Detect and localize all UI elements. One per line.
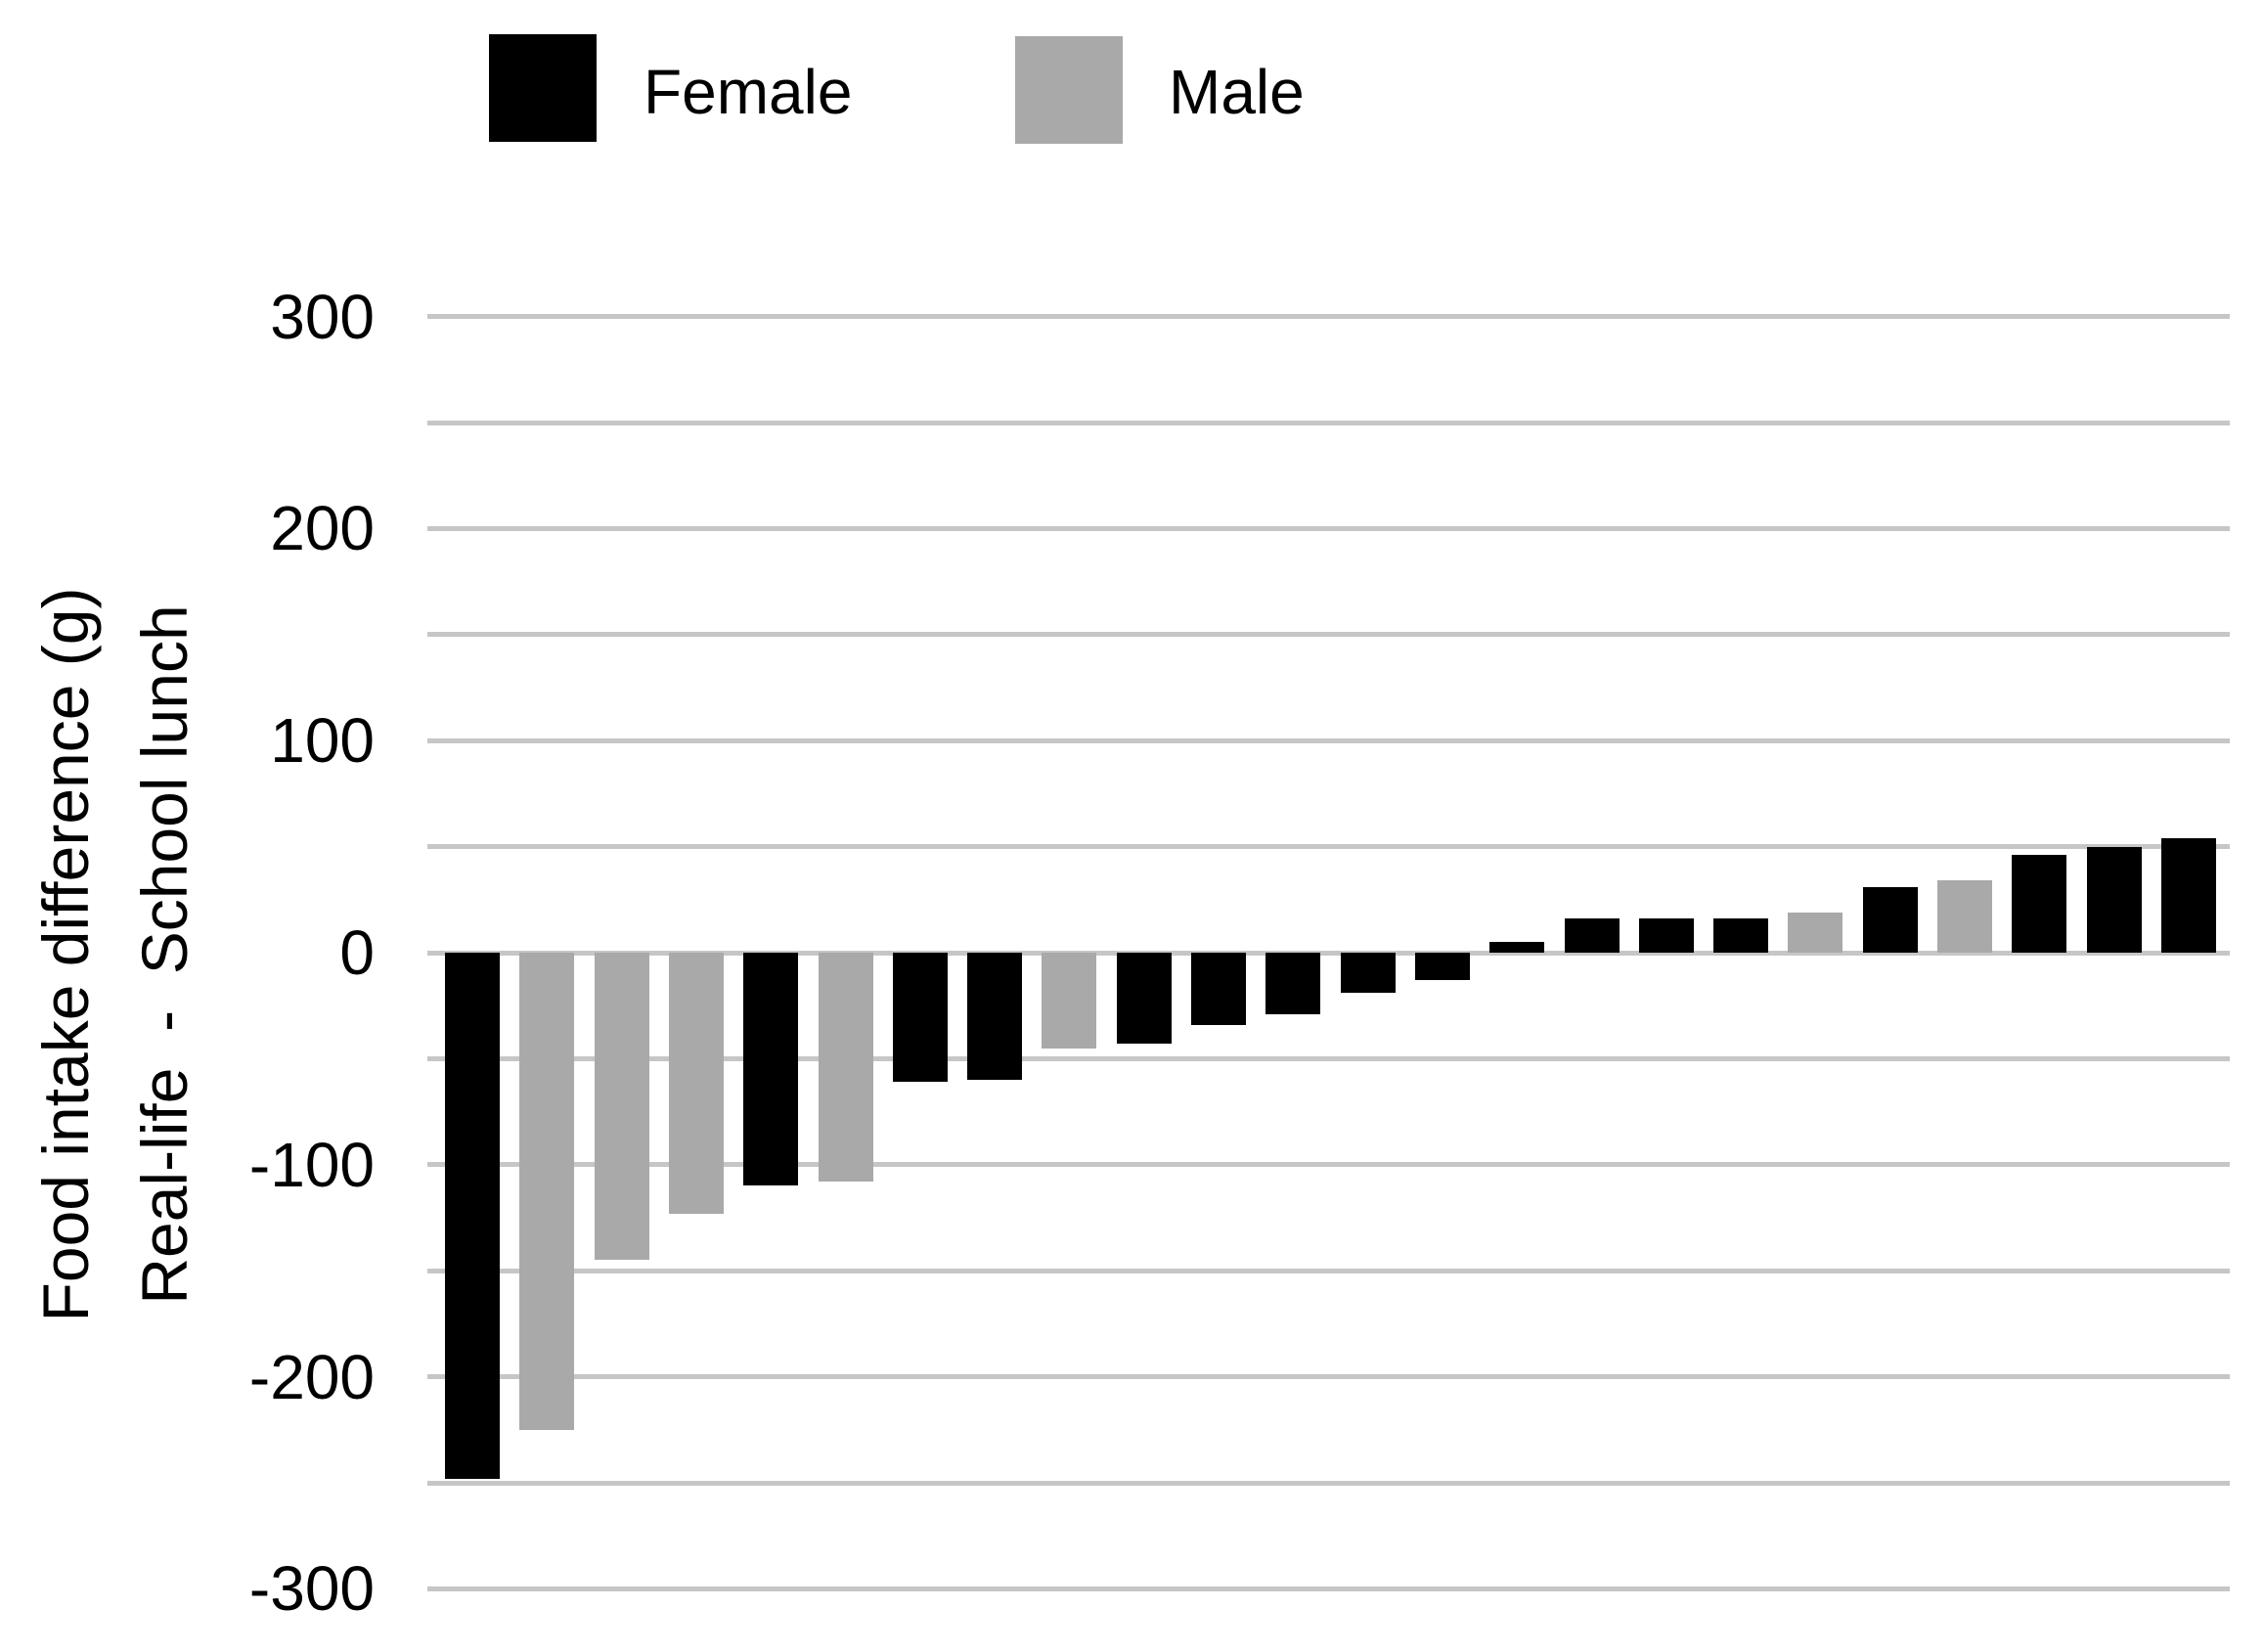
gridline--200 [427,1374,2230,1379]
bar-19-male [1788,913,1842,953]
bar-12-female [1265,953,1320,1014]
legend-swatch-female [489,34,597,142]
gridline--100 [427,1162,2230,1167]
legend-label-female: Female [644,57,853,127]
gridline-100 [427,738,2230,743]
gridline--50 [427,1056,2230,1061]
y-tick-label-100: 100 [270,705,375,776]
y-tick-label-200: 200 [270,493,375,563]
bar-7-female [893,953,948,1082]
bar-23-female [2087,847,2142,953]
bar-5-female [743,953,798,1185]
bar-14-female [1415,953,1470,980]
bar-9-male [1042,953,1096,1049]
bar-20-female [1863,887,1918,953]
bar-4-male [669,953,724,1214]
legend-swatch-male [1015,36,1123,144]
gridline-250 [427,421,2230,425]
gridline--250 [427,1481,2230,1486]
gridline--150 [427,1269,2230,1273]
bar-17-female [1639,918,1694,953]
gridline-300 [427,314,2230,319]
bar-24-female [2161,838,2216,953]
y-tick-label--300: -300 [248,1553,375,1624]
gridline-0 [427,951,2230,956]
bar-21-male [1937,880,1992,953]
gridline-150 [427,632,2230,637]
gridline-50 [427,844,2230,849]
bar-22-female [2012,855,2066,953]
bar-16-female [1565,918,1620,953]
bar-10-female [1117,953,1172,1044]
bar-11-female [1191,953,1246,1025]
gridline-200 [427,526,2230,531]
bar-8-female [967,953,1022,1080]
legend-label-male: Male [1169,57,1305,127]
bar-1-female [445,953,500,1479]
bar-3-male [595,953,649,1260]
y-axis-title-line-1: Food intake difference (g) [29,587,102,1322]
y-tick-label--100: -100 [248,1130,375,1200]
bar-15-female [1489,942,1544,953]
y-tick-label-300: 300 [270,282,375,352]
y-tick-label--200: -200 [248,1342,375,1412]
bar-13-female [1341,953,1396,993]
y-tick-label-0: 0 [339,917,375,988]
bar-18-female [1713,918,1768,953]
bar-2-male [519,953,574,1430]
gridline--300 [427,1586,2230,1591]
bar-6-male [819,953,873,1182]
